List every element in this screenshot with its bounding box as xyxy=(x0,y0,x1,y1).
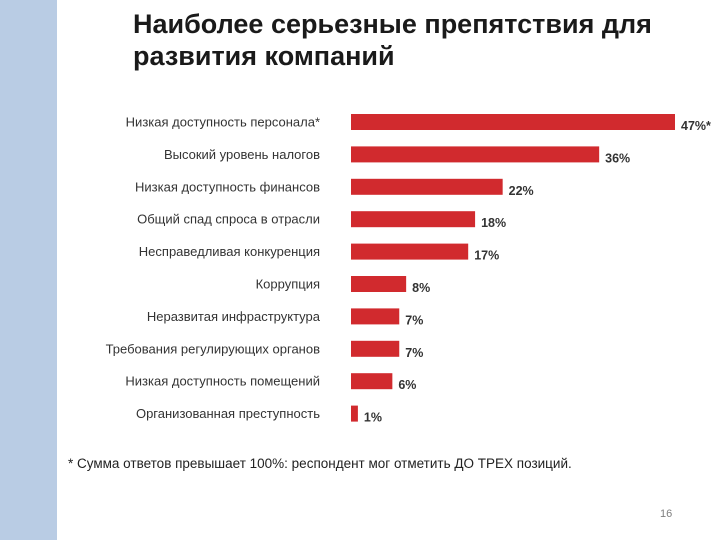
side-stripe xyxy=(0,0,57,540)
bar xyxy=(351,308,400,325)
category-label: Высокий уровень налогов xyxy=(164,147,320,162)
bar xyxy=(351,276,407,292)
value-label: 7% xyxy=(405,313,423,327)
value-label: 1% xyxy=(364,411,382,425)
category-label: Низкая доступность помещений xyxy=(125,374,320,389)
slide-title: Наиболее серьезные препятствия для разви… xyxy=(133,8,703,72)
value-label: 7% xyxy=(405,346,423,360)
value-label: 8% xyxy=(412,281,430,295)
bar xyxy=(351,243,469,260)
value-label: 47%* xyxy=(681,119,711,133)
bar xyxy=(351,405,358,422)
category-label: Низкая доступность персонала* xyxy=(126,115,320,130)
value-label: 36% xyxy=(605,151,630,165)
category-label: Общий спад спроса в отрасли xyxy=(137,212,320,227)
value-label: 6% xyxy=(398,378,416,392)
slide-title-line-1: Наиболее серьезные препятствия для xyxy=(133,9,652,39)
category-label: Несправедливая конкуренция xyxy=(139,244,320,259)
slide-title-line-2: развития компаний xyxy=(133,41,395,71)
page-number: 16 xyxy=(660,508,673,520)
category-label: Низкая доступность финансов xyxy=(135,179,320,194)
value-label: 22% xyxy=(509,184,534,198)
bar xyxy=(351,211,476,228)
bar xyxy=(351,146,600,163)
footnote: * Сумма ответов превышает 100%: респонде… xyxy=(68,456,572,471)
bar xyxy=(351,178,503,195)
bar xyxy=(351,340,400,357)
category-label: Коррупция xyxy=(256,277,320,292)
value-label: 17% xyxy=(474,249,499,263)
category-label: Организованная преступность xyxy=(136,406,320,421)
category-label: Требования регулирующих органов xyxy=(106,341,321,356)
category-label: Неразвитая инфраструктура xyxy=(147,309,321,324)
value-label: 18% xyxy=(481,216,506,230)
bar xyxy=(351,373,393,390)
bar xyxy=(351,114,675,130)
